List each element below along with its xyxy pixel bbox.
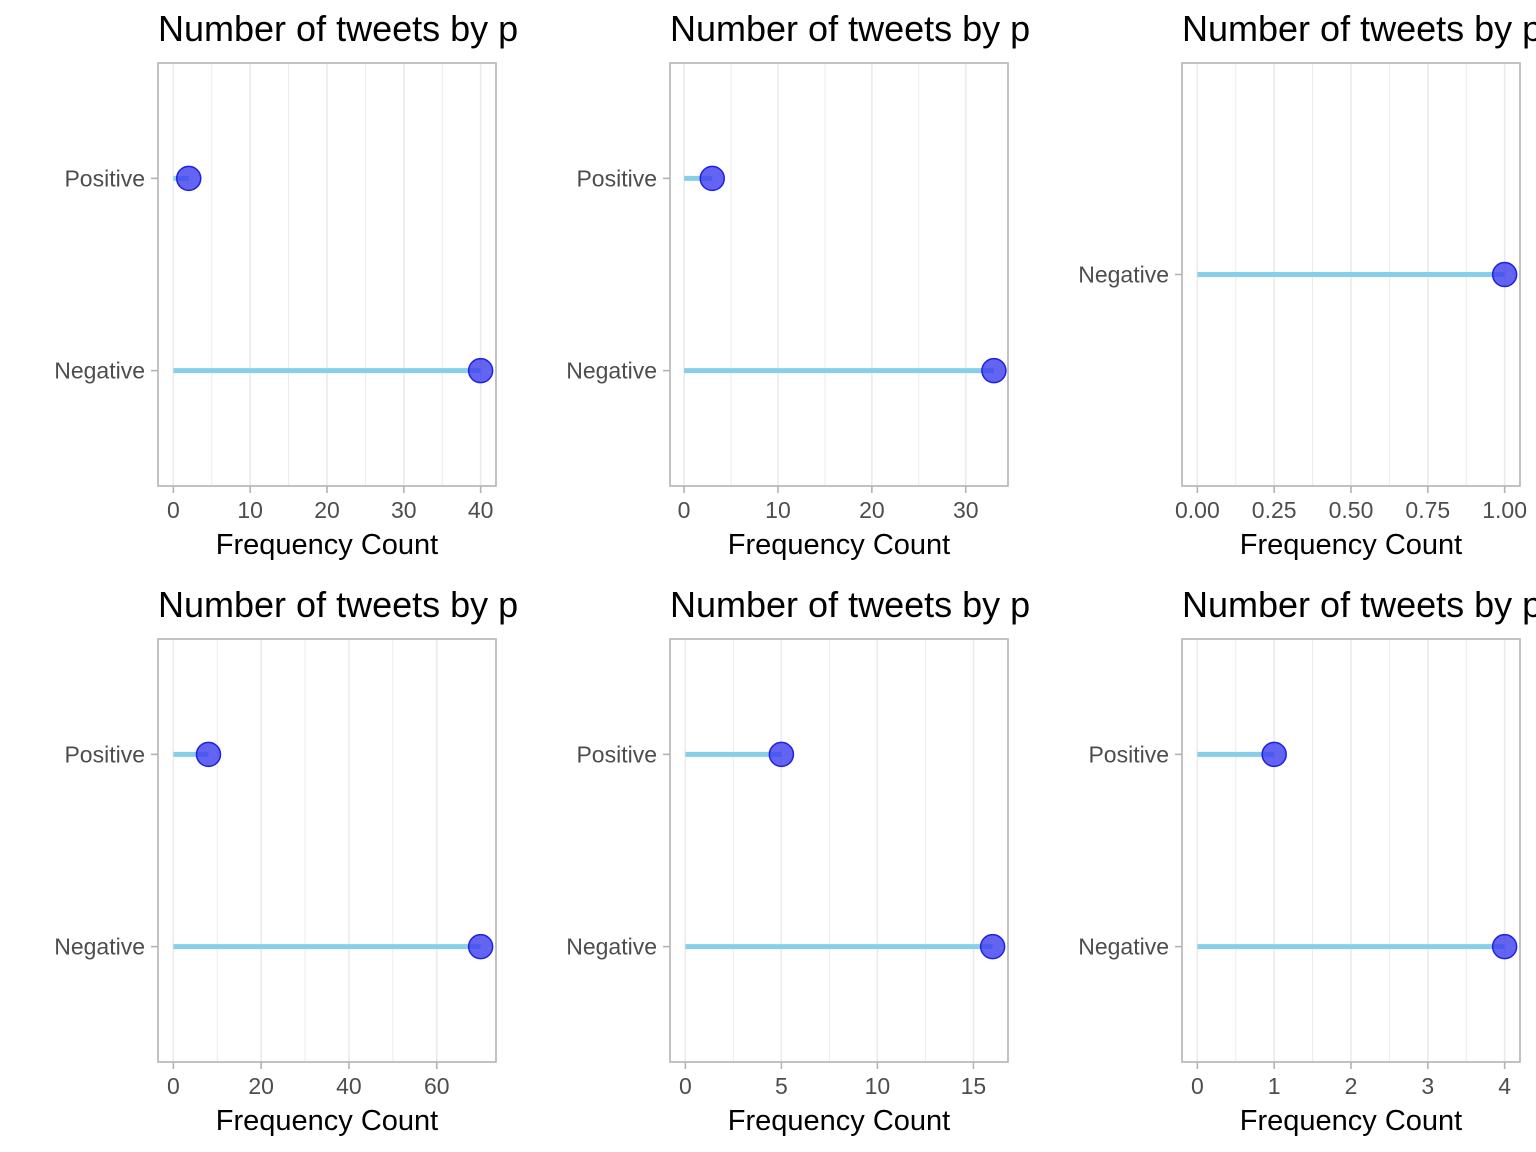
panel-border xyxy=(669,62,1009,487)
x-axis-title: Frequency Count xyxy=(728,529,950,561)
lollipop-point xyxy=(175,165,202,192)
lollipop-point xyxy=(768,741,795,768)
chart-title: Number of tweets by p xyxy=(1182,584,1536,625)
x-axis-title: Frequency Count xyxy=(216,1105,438,1137)
y-tick-label: Positive xyxy=(64,741,145,767)
chart-title: Number of tweets by p xyxy=(670,8,1030,49)
chart-panel-2: 0 10 20 30 Positive Negative Number of tweets … xyxy=(566,8,1030,561)
x-tick-label: 3 xyxy=(1421,1073,1434,1099)
x-tick-label: 10 xyxy=(237,497,263,523)
lollipop-point xyxy=(699,165,725,192)
x-tick-label: 0.00 xyxy=(1175,497,1220,523)
panel-border xyxy=(669,638,1009,1063)
x-tick-label: 30 xyxy=(391,497,417,523)
x-tick-label: 10 xyxy=(865,1073,891,1099)
x-tick-label: 1 xyxy=(1268,1073,1281,1099)
x-tick-label: 0.50 xyxy=(1329,497,1374,523)
x-tick-label: 20 xyxy=(248,1073,274,1099)
chart-panel-5: 0 5 10 15 Positive Negative Number of tweets b… xyxy=(566,584,1030,1137)
x-tick-label: 5 xyxy=(775,1073,788,1099)
y-tick-label: Positive xyxy=(64,165,145,191)
lollipop-point xyxy=(1491,933,1518,960)
chart-panel-6: 0 1 2 3 4 Positive Negative Number of tweets by… xyxy=(1078,584,1536,1137)
x-tick-label: 40 xyxy=(468,497,494,523)
x-tick-label: 0 xyxy=(167,1073,180,1099)
x-tick-label: 0 xyxy=(167,497,180,523)
y-tick-label: Negative xyxy=(54,934,145,960)
panel-border xyxy=(157,638,497,1063)
lollipop-point xyxy=(979,933,1006,960)
y-tick-label: Negative xyxy=(1078,262,1169,288)
lollipop-point xyxy=(1261,741,1287,768)
y-tick-label: Positive xyxy=(576,165,657,191)
lollipop-point xyxy=(467,357,494,384)
x-tick-label: 40 xyxy=(336,1073,362,1099)
x-tick-label: 30 xyxy=(953,497,979,523)
lollipop-point xyxy=(981,357,1007,384)
chart-title: Number of tweets by p xyxy=(670,584,1030,625)
x-tick-label: 0.25 xyxy=(1252,497,1297,523)
x-tick-label: 0 xyxy=(679,1073,692,1099)
y-tick-label: Negative xyxy=(566,358,657,384)
x-tick-label: 4 xyxy=(1498,1073,1511,1099)
y-tick-label: Negative xyxy=(54,358,145,384)
x-tick-label: 10 xyxy=(765,497,791,523)
x-tick-label: 20 xyxy=(859,497,885,523)
x-tick-label: 0 xyxy=(1191,1073,1204,1099)
chart-title: Number of tweets by p xyxy=(158,8,518,49)
lollipop-point xyxy=(195,741,222,768)
x-tick-label: 0 xyxy=(678,497,691,523)
lollipop-point xyxy=(467,933,494,960)
chart-title: Number of tweets by p xyxy=(1182,8,1536,49)
lollipop-point xyxy=(1491,261,1518,288)
chart-panel-4: 0 20 40 60 Positive Negative Number of tweets … xyxy=(54,584,518,1137)
x-tick-label: 15 xyxy=(961,1073,987,1099)
x-tick-label: 20 xyxy=(314,497,340,523)
x-tick-label: 2 xyxy=(1345,1073,1358,1099)
chart-panel-3: 0.00 0.25 0.50 0.75 1.00 Negative Number of tw… xyxy=(1078,8,1536,561)
y-tick-label: Positive xyxy=(576,741,657,767)
x-axis-title: Frequency Count xyxy=(1240,529,1462,561)
chart-panel-1: 0 10 20 30 40 Positive Negative Number of tweet… xyxy=(54,8,518,561)
x-tick-label: 0.75 xyxy=(1405,497,1450,523)
x-axis-title: Frequency Count xyxy=(728,1105,950,1137)
y-tick-label: Positive xyxy=(1088,741,1169,767)
y-tick-label: Negative xyxy=(1078,934,1169,960)
x-tick-label: 60 xyxy=(424,1073,450,1099)
y-tick-label: Negative xyxy=(566,934,657,960)
chart-title: Number of tweets by p xyxy=(158,584,518,625)
x-axis-title: Frequency Count xyxy=(1240,1105,1462,1137)
x-axis-title: Frequency Count xyxy=(216,529,438,561)
x-tick-label: 1.00 xyxy=(1482,497,1527,523)
